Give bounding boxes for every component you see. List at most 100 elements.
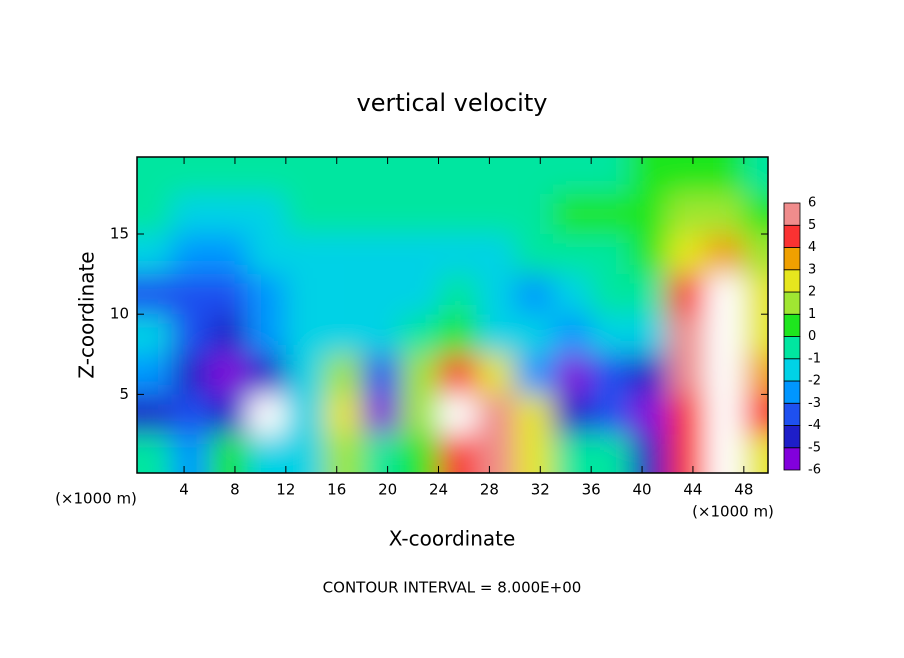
colorbar-label: 3 (808, 262, 816, 277)
colorbar-label: -4 (808, 418, 821, 433)
cell (209, 193, 248, 234)
cell (514, 274, 554, 315)
cell (743, 233, 768, 275)
cell (324, 193, 363, 234)
footnote: CONTOUR INTERVAL = 8.000E+00 (323, 579, 582, 597)
colorbar: -6 -5 -4 -3 -2 -1 0 1 2 3 4 5 6 (783, 196, 821, 478)
x-tick-label: 40 (633, 481, 652, 499)
cell (514, 193, 554, 234)
cell (285, 233, 325, 275)
cell (137, 157, 172, 194)
colorbar-label: 0 (808, 329, 816, 344)
cell (743, 193, 768, 234)
x-tick-label: 4 (179, 481, 189, 499)
field (137, 157, 768, 473)
colorbar-label: 4 (808, 240, 816, 255)
cell (285, 434, 325, 473)
cell (209, 314, 248, 355)
cell (743, 434, 768, 473)
cell (438, 274, 477, 315)
cells (137, 157, 768, 473)
x-tick-label: 32 (531, 481, 550, 499)
cell (209, 434, 248, 473)
cell (171, 157, 210, 194)
cell (209, 354, 248, 395)
colorbar-label: -1 (808, 351, 821, 366)
colorbar-label: -3 (808, 396, 821, 411)
x-tick-label: 48 (734, 481, 753, 499)
cell (629, 434, 668, 473)
cell (667, 157, 706, 194)
cell (137, 434, 172, 473)
cell (247, 193, 286, 234)
colorbar-label: -2 (808, 374, 821, 389)
cell (514, 157, 554, 194)
cell (209, 233, 248, 275)
cell (743, 274, 768, 315)
colorbar-box (783, 224, 801, 248)
cell (438, 434, 477, 473)
cell (137, 394, 172, 435)
cell (324, 233, 363, 275)
colorbar-label: -6 (808, 463, 821, 478)
cell (438, 314, 477, 355)
cell (400, 354, 439, 395)
cell (705, 233, 744, 275)
cell (324, 274, 363, 315)
cell (514, 233, 554, 275)
cell (705, 193, 744, 234)
cell (591, 314, 630, 355)
cell (400, 394, 439, 435)
colorbar-label: -5 (808, 440, 821, 455)
colorbar-box (783, 269, 801, 293)
cell (362, 314, 401, 355)
y-tick-label: 15 (110, 224, 129, 242)
chart-title: vertical velocity (357, 89, 548, 117)
cell (667, 354, 706, 395)
colorbar-box (783, 247, 801, 271)
cell (591, 434, 630, 473)
cell (667, 394, 706, 435)
cell (514, 354, 554, 395)
cell (553, 193, 592, 234)
cell (400, 274, 439, 315)
cell (247, 157, 286, 194)
cell (285, 274, 325, 315)
cell (137, 274, 172, 315)
cell (324, 157, 363, 194)
cell (705, 314, 744, 355)
cell (629, 193, 668, 234)
cell (171, 274, 210, 315)
cell (591, 233, 630, 275)
cell (400, 157, 439, 194)
cell (705, 157, 744, 194)
cell (285, 354, 325, 395)
cell (324, 394, 363, 435)
cell (629, 274, 668, 315)
cell (476, 193, 515, 234)
x-tick-label: 28 (480, 481, 499, 499)
y-tick-label: 5 (119, 385, 129, 403)
cell (438, 394, 477, 435)
cell (247, 274, 286, 315)
cell (171, 354, 210, 395)
x-tick-label: 36 (582, 481, 601, 499)
colorbar-box (783, 425, 801, 449)
cell (553, 157, 592, 194)
x-unit-label: (×1000 m) (692, 503, 774, 521)
cell (324, 434, 363, 473)
cell (438, 193, 477, 234)
x-axis-title: X-coordinate (389, 527, 516, 551)
cell (438, 157, 477, 194)
cell (247, 354, 286, 395)
cell (629, 394, 668, 435)
cell (362, 394, 401, 435)
cell (171, 233, 210, 275)
cell (137, 233, 172, 275)
cell (362, 434, 401, 473)
colorbar-box (783, 447, 801, 471)
cell (171, 314, 210, 355)
x-tick-label: 20 (378, 481, 397, 499)
cell (285, 193, 325, 234)
cell (743, 394, 768, 435)
